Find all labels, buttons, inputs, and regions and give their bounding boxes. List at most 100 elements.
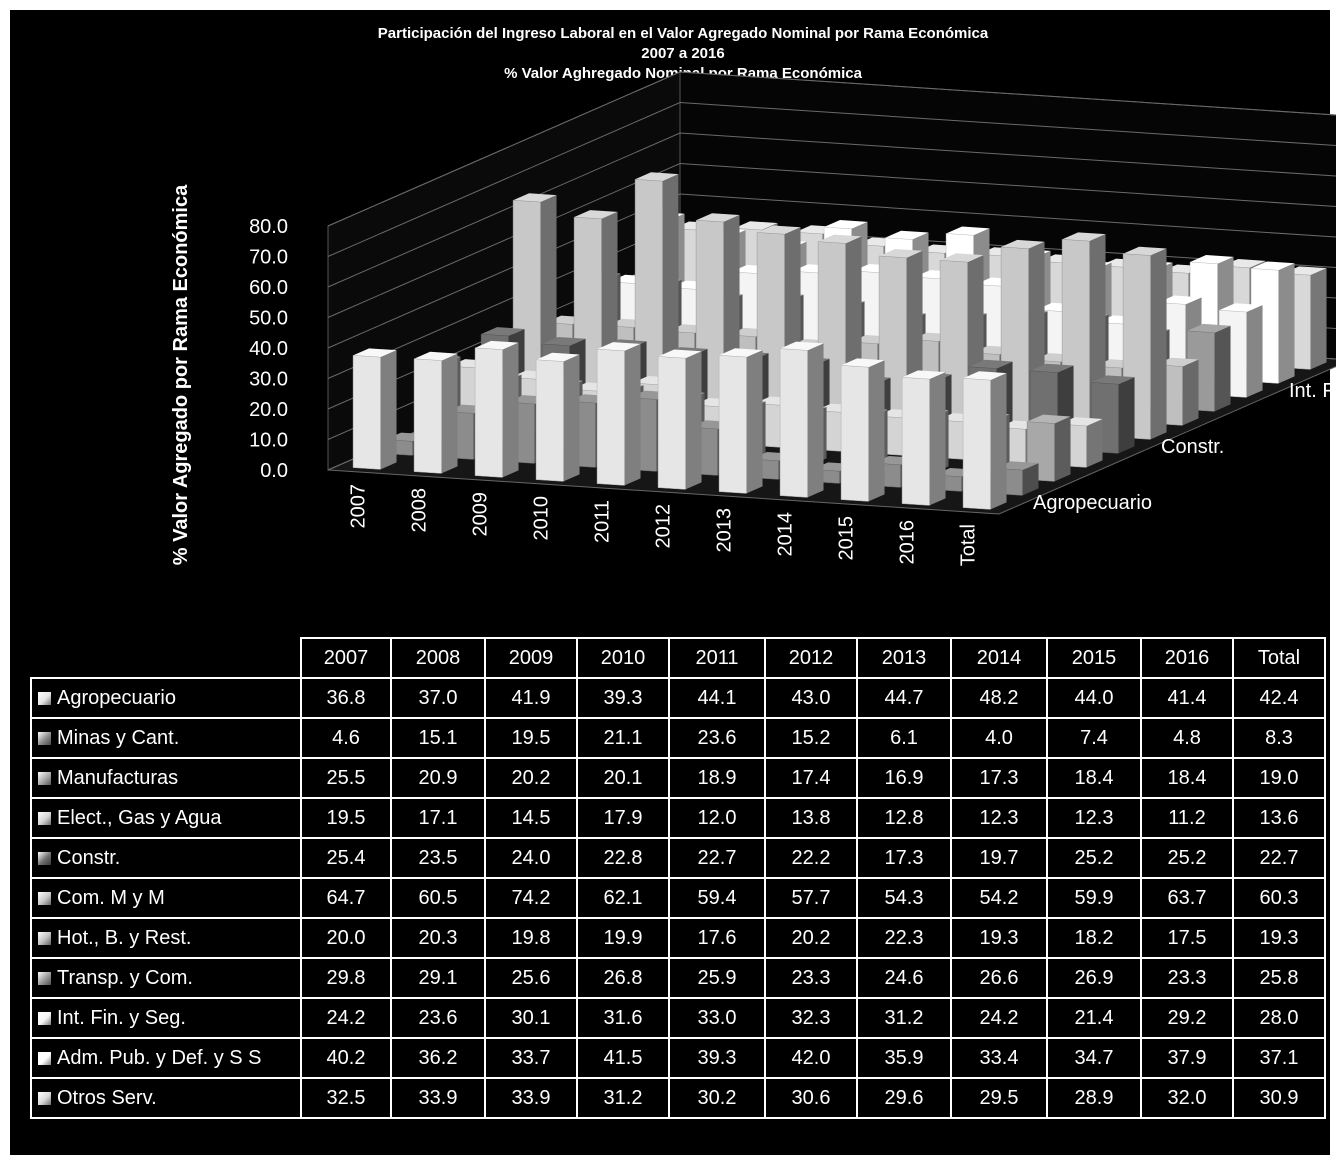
table-cell: 26.9	[1046, 957, 1142, 999]
table-cell: 43.0	[764, 677, 858, 719]
table-header-cell: 2008	[390, 637, 486, 679]
y-tick-label: 70.0	[249, 247, 288, 269]
table-cell: 32.5	[300, 1077, 392, 1119]
table-cell: 19.3	[1232, 917, 1326, 959]
gridline	[327, 71, 1336, 227]
bar-top	[719, 348, 763, 358]
title-line-1: Participación del Ingreso Laboral en el …	[377, 25, 989, 42]
table-cell: 22.2	[764, 837, 858, 879]
table-cell: 39.3	[668, 1037, 766, 1079]
table-cell: 57.7	[764, 877, 858, 919]
legend-swatch	[38, 1011, 51, 1025]
table-cell: 33.7	[484, 1037, 578, 1079]
bar-top	[475, 340, 519, 350]
x-tick-label: 2008	[409, 488, 431, 533]
table-cell: 25.6	[484, 957, 578, 999]
table-cell: 19.0	[1232, 757, 1326, 799]
y-axis-label: % Valor Agregado por Rama Económica	[170, 184, 192, 566]
bar-top	[841, 358, 885, 368]
bar-top	[597, 342, 641, 351]
table-cell: 20.2	[764, 917, 858, 959]
table-header-cell: Total	[1232, 637, 1326, 679]
table-cell: 20.2	[484, 757, 578, 799]
bar-top	[1219, 303, 1263, 313]
bar-top	[1030, 363, 1074, 373]
bar-side	[380, 350, 397, 470]
depth-tick-label: Constr.	[1161, 436, 1224, 458]
bar-side	[746, 350, 763, 494]
bar-top	[734, 221, 778, 231]
bar-top	[513, 193, 557, 203]
table-cell: 63.7	[1140, 877, 1234, 919]
table-cell: 36.8	[300, 677, 392, 719]
bars	[352, 172, 1327, 510]
y-tick-label: 50.0	[249, 308, 288, 330]
legend-swatch	[38, 931, 51, 945]
table-header-cell: 2011	[668, 637, 766, 679]
bar-top	[818, 234, 862, 244]
x-axis-labels: 2007 2008 2009 2010 2011 2012 2013 2014 2015 2016…	[348, 484, 980, 566]
bar	[962, 371, 1007, 510]
bar-top	[1027, 414, 1071, 424]
table-corner	[31, 638, 301, 678]
y-tick-label: 30.0	[249, 369, 288, 391]
table-row: Elect., Gas y Agua 19.5 17.1 14.5 17.9 12.0 13…	[30, 797, 1326, 839]
table-cell: 23.5	[390, 837, 486, 879]
bar-top	[1123, 246, 1167, 256]
gridline	[327, 193, 1336, 349]
bar	[840, 358, 885, 502]
table-cell: 40.2	[300, 1037, 392, 1079]
table-cell: 30.2	[668, 1077, 766, 1119]
table-cell: 30.9	[1232, 1077, 1326, 1119]
bar-top	[635, 172, 679, 182]
table-row: Agropecuario 36.8 37.0 41.9 39.3 44.1 43.0 44.7…	[30, 677, 1326, 719]
table-row-label: Hot., B. y Rest.	[30, 917, 302, 959]
bar-front	[718, 355, 747, 494]
y-tick-label: 40.0	[249, 338, 288, 360]
bar	[535, 352, 580, 482]
table-cell: 23.3	[764, 957, 858, 999]
bar-top	[1187, 323, 1231, 333]
legend-label: Minas y Cant.	[57, 726, 180, 749]
bar-side	[807, 343, 824, 498]
bar-top	[1158, 295, 1202, 305]
table-row: Otros Serv. 32.5 33.9 33.9 31.2 30.2 30.6 29.6 2…	[30, 1077, 1326, 1119]
table-cell: 18.4	[1140, 757, 1234, 799]
table-cell: 24.2	[300, 997, 392, 1039]
table-cell: 37.0	[390, 677, 486, 719]
table-cell: 8.3	[1232, 717, 1326, 759]
table-cell: 42.0	[764, 1037, 858, 1079]
table-cell: 33.4	[950, 1037, 1048, 1079]
table-row: Transp. y Com. 29.8 29.1 25.6 26.8 25.9 23.3 24…	[30, 957, 1326, 999]
bar-top	[1001, 239, 1045, 249]
table-cell: 21.1	[576, 717, 670, 759]
bar-front	[474, 347, 503, 478]
table-cell: 20.0	[300, 917, 392, 959]
table-cell: 17.3	[950, 757, 1048, 799]
table-cell: 28.0	[1232, 997, 1326, 1039]
gridline	[327, 162, 1336, 318]
table-header-cell: 2010	[576, 637, 670, 679]
bar-top	[885, 230, 929, 240]
legend-label: Int. Fin. y Seg.	[57, 1006, 186, 1029]
table-cell: 22.3	[856, 917, 952, 959]
legend-swatch	[38, 1051, 51, 1065]
bar-top	[481, 327, 525, 336]
bar-side	[441, 353, 458, 474]
table-cell: 60.5	[390, 877, 486, 919]
legend-label: Transp. y Com.	[57, 966, 193, 989]
table-header-cell: 2012	[764, 637, 858, 679]
table-cell: 15.1	[390, 717, 486, 759]
table-cell: 25.8	[1232, 957, 1326, 999]
table-cell: 44.1	[668, 677, 766, 719]
table-header-cell: 2013	[856, 637, 952, 679]
bar	[901, 370, 946, 506]
table-cell: 23.6	[390, 997, 486, 1039]
table-cell: 4.6	[300, 717, 392, 759]
bar-side	[1278, 263, 1295, 384]
bar-side	[868, 360, 885, 502]
bar-top	[757, 225, 801, 235]
bar-side	[1310, 268, 1327, 370]
legend-swatch	[38, 851, 51, 865]
bar-side	[1118, 377, 1135, 454]
